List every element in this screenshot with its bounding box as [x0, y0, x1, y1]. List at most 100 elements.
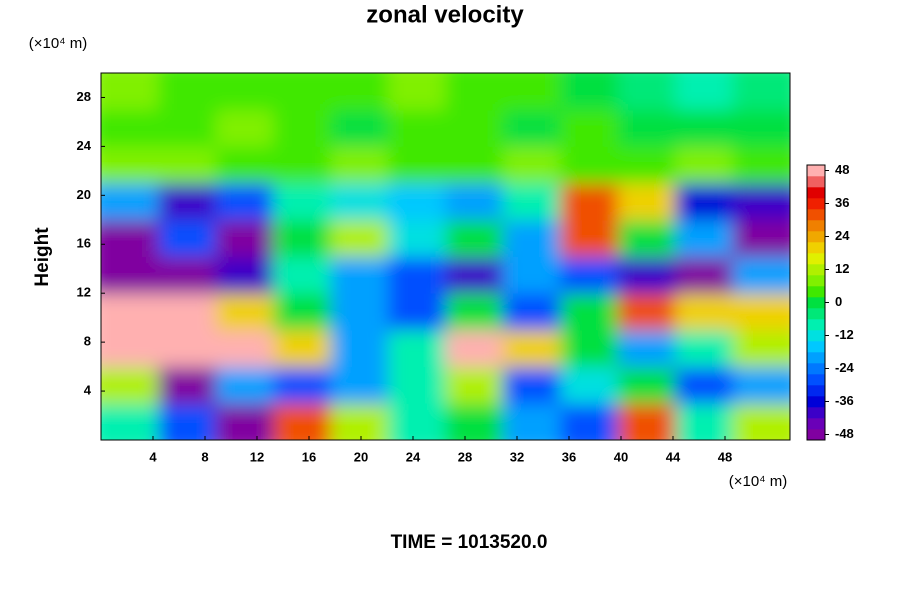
y-tick-label: 8: [84, 334, 91, 349]
cell: [158, 403, 217, 440]
cell: [215, 366, 274, 404]
x-tick-label: 20: [354, 449, 368, 464]
cell: [273, 73, 332, 111]
cell: [158, 293, 217, 331]
cell: [617, 329, 676, 368]
colorbar-band: [807, 385, 825, 397]
x-tick-label: 16: [302, 449, 316, 464]
cell: [330, 293, 389, 331]
cell: [215, 329, 274, 368]
y-tick-label: 28: [77, 89, 91, 104]
cell: [617, 183, 676, 221]
cell: [101, 293, 159, 331]
cell: [388, 183, 446, 221]
cell: [617, 219, 676, 257]
cell: [502, 219, 561, 257]
cell: [445, 73, 504, 111]
cell: [158, 219, 217, 257]
colorbar-band: [807, 407, 825, 419]
y-tick-label: 12: [77, 285, 91, 300]
cell: [215, 219, 274, 257]
colorbar-tick-label: -48: [835, 426, 854, 441]
x-tick-label: 4: [149, 449, 157, 464]
x-tick-label: 44: [666, 449, 681, 464]
cell: [732, 219, 790, 257]
cell: [502, 403, 561, 440]
colorbar-tick-label: 48: [835, 162, 849, 177]
cell: [101, 183, 159, 221]
cell: [445, 366, 504, 404]
colorbar-band: [807, 330, 825, 342]
cell: [617, 146, 676, 184]
field: [101, 73, 790, 440]
y-tick-label: 4: [84, 383, 92, 398]
cell: [617, 293, 676, 331]
x-tick-label: 12: [250, 449, 264, 464]
cell: [273, 366, 332, 404]
cell: [675, 293, 734, 331]
cell: [101, 146, 159, 184]
cell: [388, 146, 446, 184]
cell: [330, 219, 389, 257]
colorbar-band: [807, 319, 825, 331]
x-tick-label: 8: [201, 449, 208, 464]
cell: [101, 403, 159, 440]
cell: [273, 293, 332, 331]
colorbar-band: [807, 297, 825, 309]
cell: [101, 219, 159, 257]
cell: [330, 109, 389, 147]
cell: [215, 293, 274, 331]
cell: [388, 366, 446, 404]
cell: [617, 403, 676, 440]
cell: [445, 109, 504, 147]
colorbar-tick-label: 0: [835, 294, 842, 309]
colorbar-band: [807, 308, 825, 320]
cell: [445, 219, 504, 257]
cell: [388, 329, 446, 368]
plot-frame: [100, 72, 791, 441]
colorbar-tick-label: 24: [835, 228, 850, 243]
cell: [732, 366, 790, 404]
cell: [330, 256, 389, 294]
colorbar-band: [807, 220, 825, 232]
cell: [388, 109, 446, 147]
cell: [158, 146, 217, 184]
cell: [388, 219, 446, 257]
colorbar-band: [807, 242, 825, 254]
colorbar-band: [807, 209, 825, 221]
colorbar-band: [807, 253, 825, 265]
cell: [732, 146, 790, 184]
chart-title: zonal velocity: [366, 1, 524, 28]
colorbar-band: [807, 187, 825, 199]
cell: [732, 403, 790, 440]
cell: [502, 73, 561, 111]
cell: [215, 403, 274, 440]
cell: [215, 73, 274, 111]
cell: [560, 146, 619, 184]
x-tick-label: 24: [406, 449, 421, 464]
cell: [273, 329, 332, 368]
x-tick-label: 48: [718, 449, 732, 464]
y-tick-label: 24: [77, 138, 92, 153]
cell: [732, 109, 790, 147]
x-tick-label: 36: [562, 449, 576, 464]
x-unit: (×10⁴ m): [729, 473, 788, 490]
colorbar-band: [807, 176, 825, 188]
colorbar-band: [807, 374, 825, 386]
cell: [273, 256, 332, 294]
cell: [560, 219, 619, 257]
cell: [388, 403, 446, 440]
cell: [675, 403, 734, 440]
cell: [445, 403, 504, 440]
colorbar-band: [807, 429, 825, 441]
cell: [675, 109, 734, 147]
cell: [330, 329, 389, 368]
cell: [273, 109, 332, 147]
colorbar-band: [807, 165, 825, 177]
cell: [388, 256, 446, 294]
cell: [502, 293, 561, 331]
cell: [330, 73, 389, 111]
cell: [732, 329, 790, 368]
cell: [273, 146, 332, 184]
